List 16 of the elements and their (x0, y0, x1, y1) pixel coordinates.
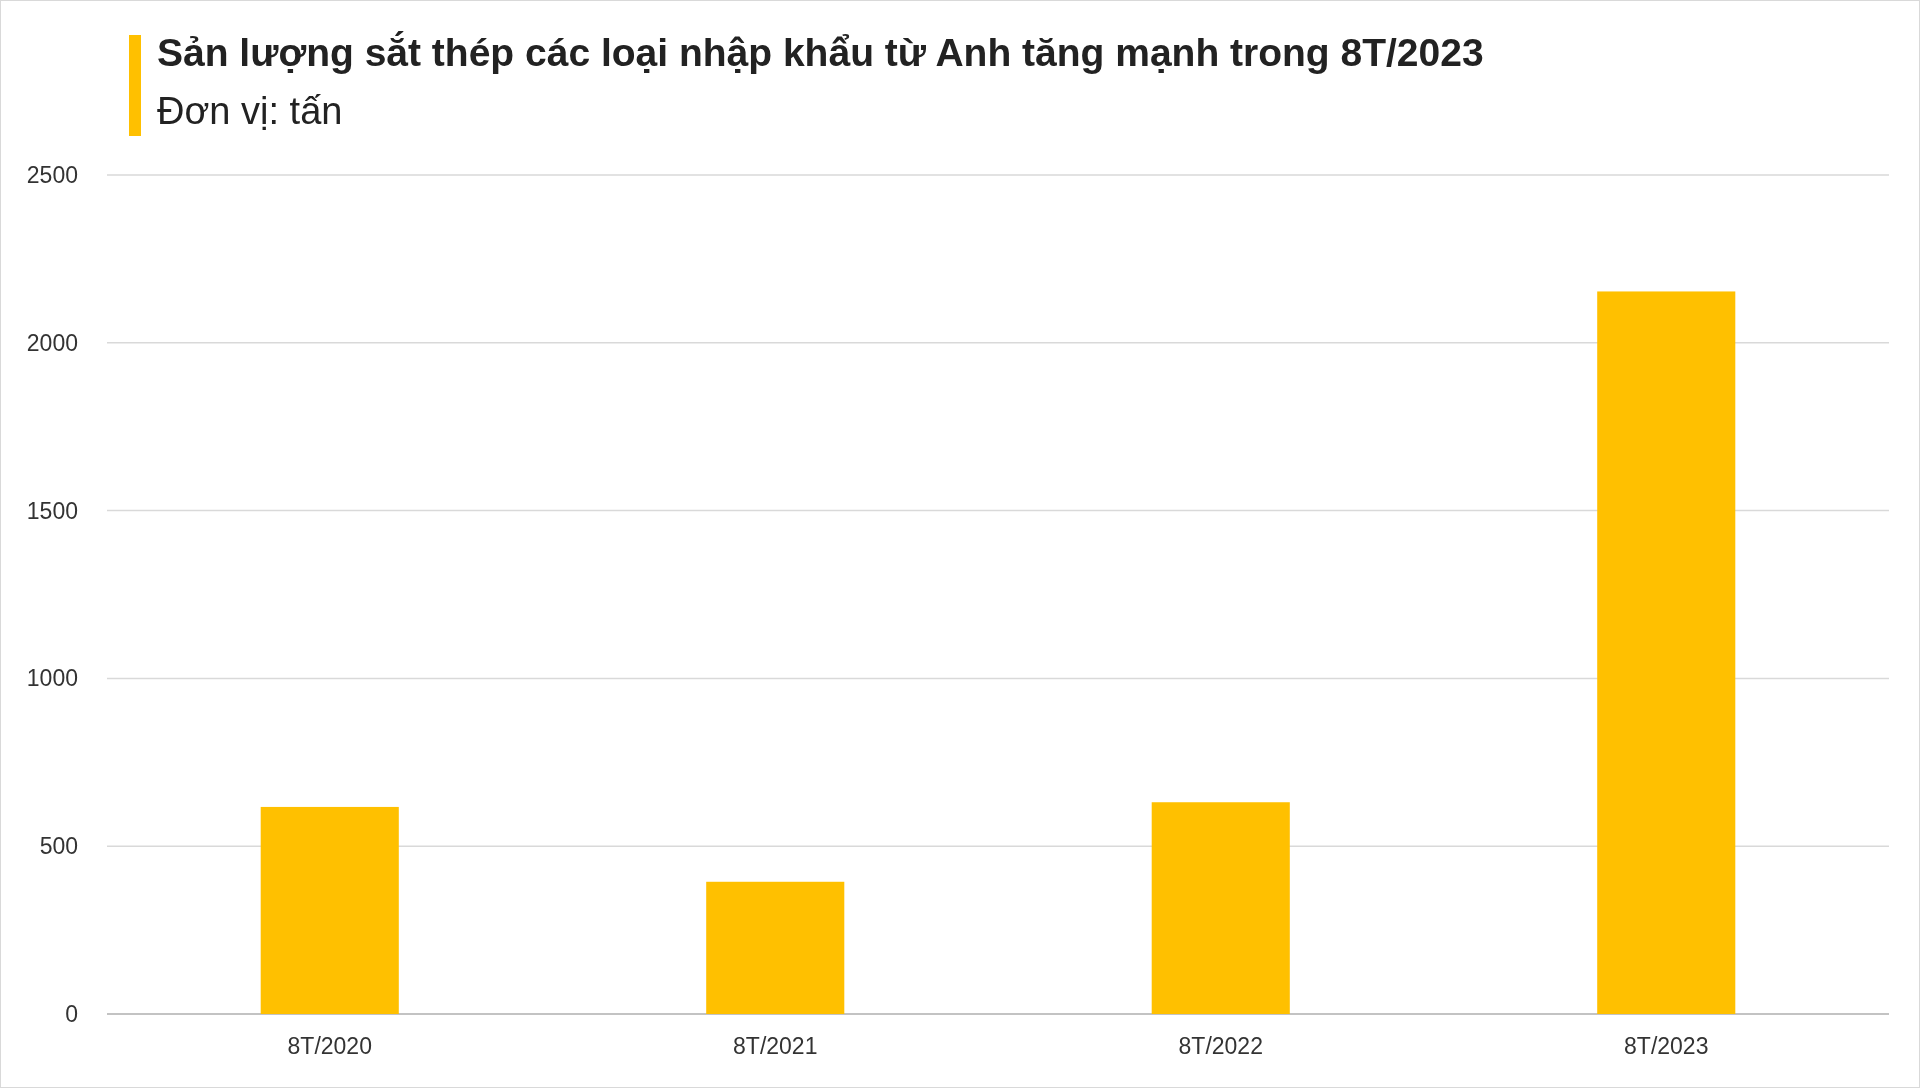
y-tick-label: 1000 (26, 665, 78, 692)
x-tick-label: 8T/2020 (287, 1033, 372, 1059)
y-tick-label: 1500 (26, 497, 78, 524)
bar (706, 881, 845, 1014)
chart-title: Sản lượng sắt thép các loại nhập khẩu từ Anh tăng mạnh trong 8T/2023 (157, 31, 1484, 74)
y-tick-label: 2500 (26, 162, 78, 188)
bar (1151, 802, 1290, 1014)
bar (1597, 291, 1736, 1014)
x-tick-label: 8T/2022 (1178, 1033, 1263, 1059)
y-tick-label: 500 (39, 833, 78, 860)
x-tick-label: 8T/2023 (1624, 1033, 1709, 1059)
x-tick-label: 8T/2021 (733, 1033, 818, 1059)
y-tick-label: 2000 (26, 329, 78, 356)
bar (260, 806, 399, 1014)
chart-subtitle: Đơn vị: tấn (157, 90, 343, 132)
y-tick-label: 0 (65, 1001, 78, 1027)
